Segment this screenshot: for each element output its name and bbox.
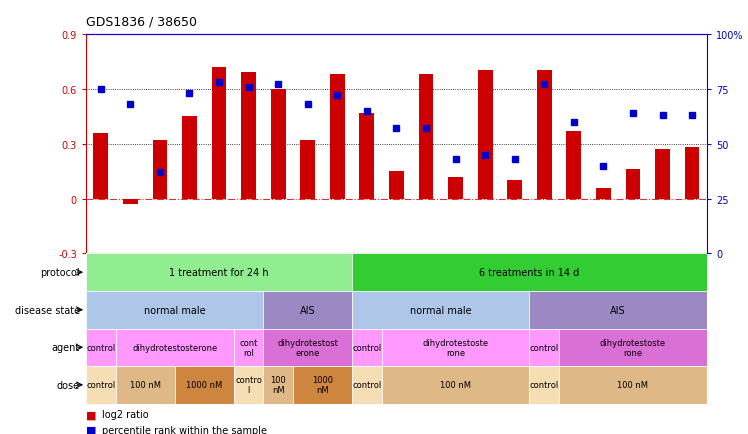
Text: control: control	[86, 343, 115, 352]
Text: contro
l: contro l	[235, 375, 262, 395]
Bar	[263, 329, 352, 366]
Bar	[86, 329, 116, 366]
Bar	[352, 291, 530, 329]
Bar	[123, 199, 138, 204]
Bar	[234, 366, 263, 404]
Text: ■: ■	[86, 410, 96, 419]
Text: disease state: disease state	[15, 305, 80, 315]
Bar	[352, 329, 381, 366]
Bar	[116, 366, 175, 404]
Bar	[360, 113, 374, 199]
Bar	[263, 366, 293, 404]
Text: protocol: protocol	[40, 268, 80, 278]
Bar	[116, 329, 234, 366]
Bar	[352, 254, 707, 291]
Bar	[507, 181, 522, 199]
Text: dihydrotestoste
rone: dihydrotestoste rone	[423, 338, 488, 357]
Bar	[301, 141, 315, 199]
Bar	[271, 89, 286, 199]
Bar	[684, 148, 699, 199]
Bar	[559, 329, 707, 366]
Text: GDS1836 / 38650: GDS1836 / 38650	[86, 15, 197, 28]
Bar	[330, 75, 345, 199]
Text: dose: dose	[57, 380, 80, 390]
Text: 1000 nM: 1000 nM	[186, 381, 222, 389]
Text: control: control	[86, 381, 115, 389]
Text: dihydrotestoste
rone: dihydrotestoste rone	[600, 338, 666, 357]
Bar	[86, 254, 352, 291]
Bar	[566, 132, 581, 199]
Text: dihydrotestosterone: dihydrotestosterone	[132, 343, 218, 352]
Bar	[86, 291, 263, 329]
Bar	[263, 291, 352, 329]
Text: 100 nM: 100 nM	[129, 381, 161, 389]
Bar	[94, 133, 108, 199]
Text: percentile rank within the sample: percentile rank within the sample	[102, 425, 268, 434]
Bar	[559, 366, 707, 404]
Text: 1000
nM: 1000 nM	[312, 375, 333, 395]
Text: log2 ratio: log2 ratio	[102, 410, 149, 419]
Text: cont
rol: cont rol	[239, 338, 258, 357]
Bar	[448, 177, 463, 199]
Text: AIS: AIS	[610, 305, 626, 315]
Text: normal male: normal male	[144, 305, 206, 315]
Bar	[241, 73, 256, 199]
Text: control: control	[530, 381, 559, 389]
Text: 6 treatments in 14 d: 6 treatments in 14 d	[479, 268, 580, 278]
Text: 100
nM: 100 nM	[270, 375, 286, 395]
Bar	[153, 141, 168, 199]
Bar	[182, 117, 197, 199]
Bar	[655, 150, 670, 199]
Text: control: control	[352, 343, 381, 352]
Text: 100 nM: 100 nM	[617, 381, 649, 389]
Text: AIS: AIS	[300, 305, 316, 315]
Text: control: control	[530, 343, 559, 352]
Bar	[381, 329, 530, 366]
Bar	[625, 170, 640, 199]
Text: dihydrotestost
erone: dihydrotestost erone	[278, 338, 338, 357]
Bar	[212, 68, 227, 199]
Bar	[530, 366, 559, 404]
Bar	[530, 329, 559, 366]
Bar	[86, 366, 116, 404]
Bar	[381, 366, 530, 404]
Text: 100 nM: 100 nM	[440, 381, 471, 389]
Bar	[352, 366, 381, 404]
Text: normal male: normal male	[410, 305, 471, 315]
Bar	[537, 71, 552, 199]
Bar	[419, 75, 433, 199]
Bar	[234, 329, 263, 366]
Text: ■: ■	[86, 425, 96, 434]
Text: control: control	[352, 381, 381, 389]
Bar	[293, 366, 352, 404]
Bar	[478, 71, 492, 199]
Bar	[175, 366, 234, 404]
Bar	[530, 291, 707, 329]
Text: agent: agent	[52, 342, 80, 352]
Bar	[596, 188, 611, 199]
Text: 1 treatment for 24 h: 1 treatment for 24 h	[169, 268, 269, 278]
Bar	[389, 172, 404, 199]
